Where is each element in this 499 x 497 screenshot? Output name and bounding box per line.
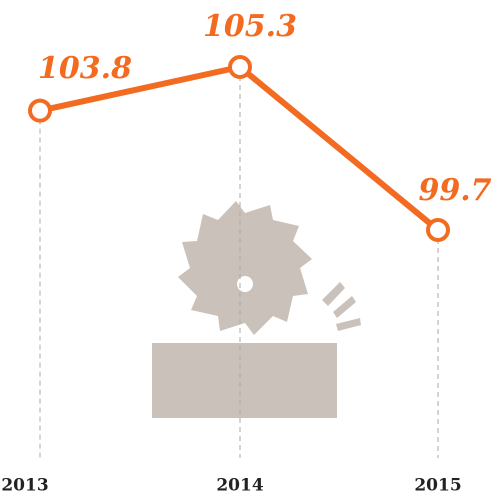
saw-blade: [178, 201, 312, 335]
data-label: 105.3: [203, 9, 297, 44]
spark: [336, 318, 361, 331]
plot: 2013 2014 2015 103.8 105.3 99.7: [1, 9, 491, 496]
x-tick-label: 2013: [1, 476, 48, 496]
spark: [322, 282, 345, 306]
x-tick-label: 2014: [216, 476, 263, 496]
point: [426, 218, 450, 242]
saw-icon: [152, 201, 361, 418]
saw-table: [152, 343, 337, 418]
x-tick-label: 2015: [414, 476, 461, 496]
point: [228, 55, 252, 79]
point: [28, 98, 52, 123]
data-label: 99.7: [418, 173, 491, 208]
data-label: 103.8: [38, 51, 132, 86]
spark: [333, 296, 356, 318]
saw-hole: [237, 276, 253, 292]
